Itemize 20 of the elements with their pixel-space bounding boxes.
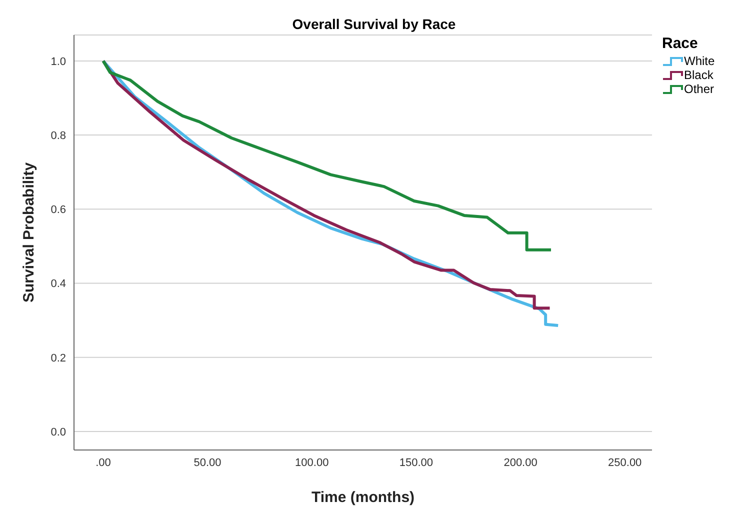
x-tick-label: 250.00 [608,456,642,469]
y-tick-label: 0.2 [50,352,66,364]
y-tick-label: 0.0 [50,426,66,438]
chart-title: Overall Survival by Race [291,16,457,32]
legend-title: Race [662,35,699,52]
y-tick-label: 0.4 [50,278,66,290]
x-tick-label: 100.00 [295,456,329,469]
y-tick-label: 1.0 [50,56,66,68]
x-tick-label: 200.00 [504,456,538,469]
y-tick-label: 0.6 [50,204,66,216]
y-axis-title: Survival Probability [20,162,38,302]
legend-label: Other [684,82,714,96]
x-tick-label: .00 [96,456,111,469]
line-series [102,59,553,252]
legend-label: White [684,54,715,68]
x-tick-label: 50.00 [194,456,222,469]
x-axis-title: Time (months) [311,489,415,506]
x-tick-label: 150.00 [399,456,434,469]
legend-label: Black [684,68,714,82]
y-tick-label: 0.8 [50,130,66,142]
